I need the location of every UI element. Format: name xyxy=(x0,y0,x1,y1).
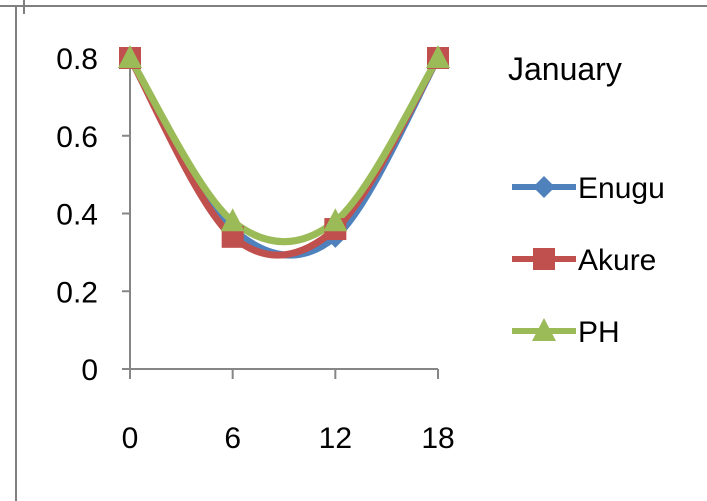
data-point-ph xyxy=(426,45,450,68)
x-tick-label: 18 xyxy=(421,422,454,455)
data-point-akure xyxy=(221,225,244,248)
legend-marker-akure xyxy=(533,248,555,270)
legend-label-akure: Akure xyxy=(578,244,656,277)
y-tick-label: 0 xyxy=(81,354,98,387)
y-tick-label: 0.2 xyxy=(56,276,98,309)
legend-label-enugu: Enugu xyxy=(578,172,665,205)
data-point-ph xyxy=(323,208,348,232)
x-tick-label: 0 xyxy=(122,422,139,455)
data-point-ph xyxy=(118,45,142,68)
legend-marker-ph xyxy=(532,318,556,341)
chart-title: January xyxy=(508,51,622,87)
legend-marker-enugu xyxy=(533,176,555,198)
legend: Enugu Akure PH xyxy=(512,172,665,349)
series-line-ph xyxy=(126,54,442,246)
y-tick-label: 0.6 xyxy=(56,121,98,154)
series-markers xyxy=(118,45,450,248)
series-lines xyxy=(126,54,442,259)
tick-labels: 0 0.2 0.4 0.6 0.8 0 6 12 18 xyxy=(56,43,454,455)
legend-label-ph: PH xyxy=(578,316,620,349)
y-tick-label: 0.4 xyxy=(56,199,98,232)
x-tick-label: 6 xyxy=(224,422,241,455)
data-point-ph xyxy=(220,208,245,232)
y-tick-label: 0.8 xyxy=(56,43,98,76)
x-tick-label: 12 xyxy=(319,422,352,455)
axes xyxy=(122,54,439,379)
